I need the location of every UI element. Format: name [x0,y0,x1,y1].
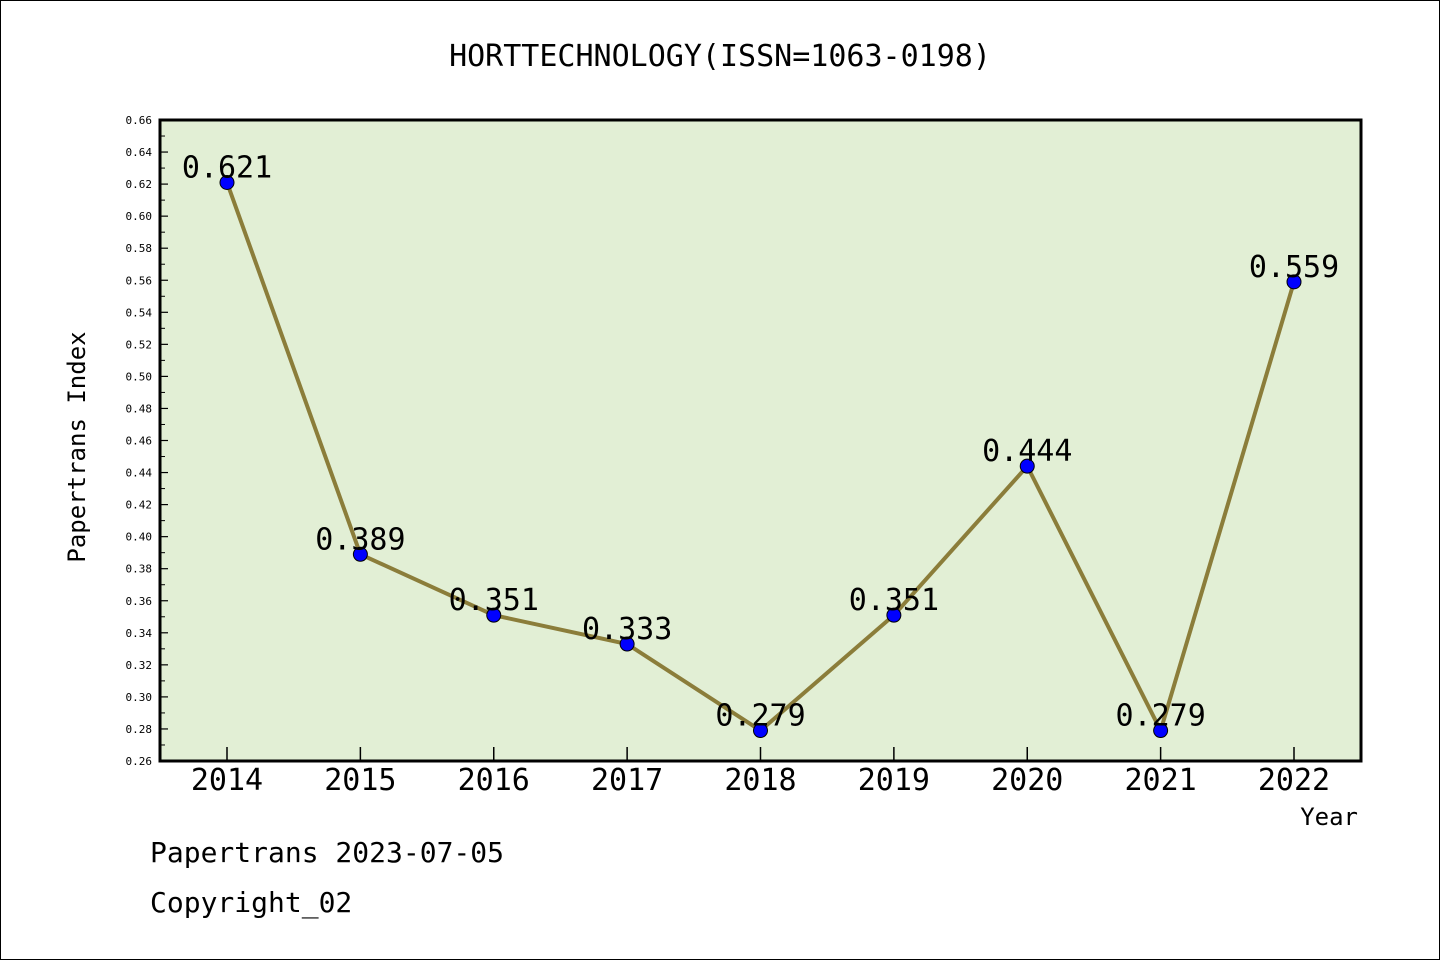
y-tick-label: 0.48 [126,402,153,415]
y-axis: 0.26 0.28 0.30 0.32 0.34 0.36 0.38 0.40 0.42 0.44… [126,114,168,768]
data-label: 0.389 [315,522,405,557]
y-tick-label: 0.58 [126,242,153,255]
x-tick-label: 2017 [591,763,663,798]
y-tick-label: 0.40 [126,531,153,544]
x-tick-label: 2014 [191,763,263,798]
x-tick-label: 2022 [1258,763,1330,798]
data-point [753,723,768,739]
data-label: 0.351 [449,583,539,618]
y-tick-label: 0.56 [126,274,153,287]
x-axis: 2014 2015 2016 2017 2018 2019 2020 2021 2022 [191,747,1330,798]
y-tick-label: 0.46 [126,435,153,448]
data-point [619,636,635,652]
data-labels: 0.621 0.389 0.351 0.333 0.279 0.351 0.444 0.279… [182,150,1339,733]
y-tick-label: 0.66 [126,114,153,127]
x-axis-title: Year [1300,803,1358,831]
x-tick-label: 2020 [991,763,1063,798]
data-point [219,174,235,190]
plot-area [158,118,1363,763]
x-tick-label: 2021 [1125,763,1197,798]
footer-date-text: Papertrans 2023-07-05 [150,836,505,869]
y-tick-label: 0.60 [126,210,153,223]
data-label: 0.279 [1115,699,1205,734]
y-tick-label: 0.26 [126,755,153,768]
y-tick-label: 0.64 [126,146,153,159]
chart-title: HORTTECHNOLOGY(ISSN=1063-0198) [449,39,991,74]
y-tick-label: 0.30 [126,691,153,704]
series-group [219,174,1302,739]
x-tick-label: 2016 [458,763,530,798]
data-point [1153,723,1169,739]
data-point [886,607,902,623]
y-tick-label: 0.36 [126,595,153,608]
y-axis-title: Papertrans Index [63,331,91,562]
data-label: 0.621 [182,150,272,185]
y-tick-label: 0.52 [126,338,153,351]
x-tick-label: 2018 [724,763,796,798]
y-tick-label: 0.50 [126,370,153,383]
y-tick-label: 0.34 [126,627,153,640]
data-label: 0.351 [849,583,939,618]
y-tick-label: 0.38 [126,563,153,576]
data-point [1019,458,1035,474]
data-point [486,607,502,623]
y-tick-label: 0.42 [126,499,153,512]
y-tick-label: 0.54 [126,306,153,319]
x-tick-label: 2019 [858,763,930,798]
y-tick-label: 0.44 [126,467,153,480]
data-label: 0.279 [715,699,805,734]
data-point [1286,274,1302,290]
y-tick-label: 0.28 [126,723,153,736]
y-tick-label: 0.62 [126,178,153,191]
data-point [352,546,368,562]
data-label: 0.444 [982,434,1072,469]
data-label: 0.333 [582,612,672,647]
x-tick-label: 2015 [324,763,396,798]
y-tick-label: 0.32 [126,659,153,672]
footer-copyright-text: Copyright_02 [150,886,353,919]
data-label: 0.559 [1249,250,1339,285]
